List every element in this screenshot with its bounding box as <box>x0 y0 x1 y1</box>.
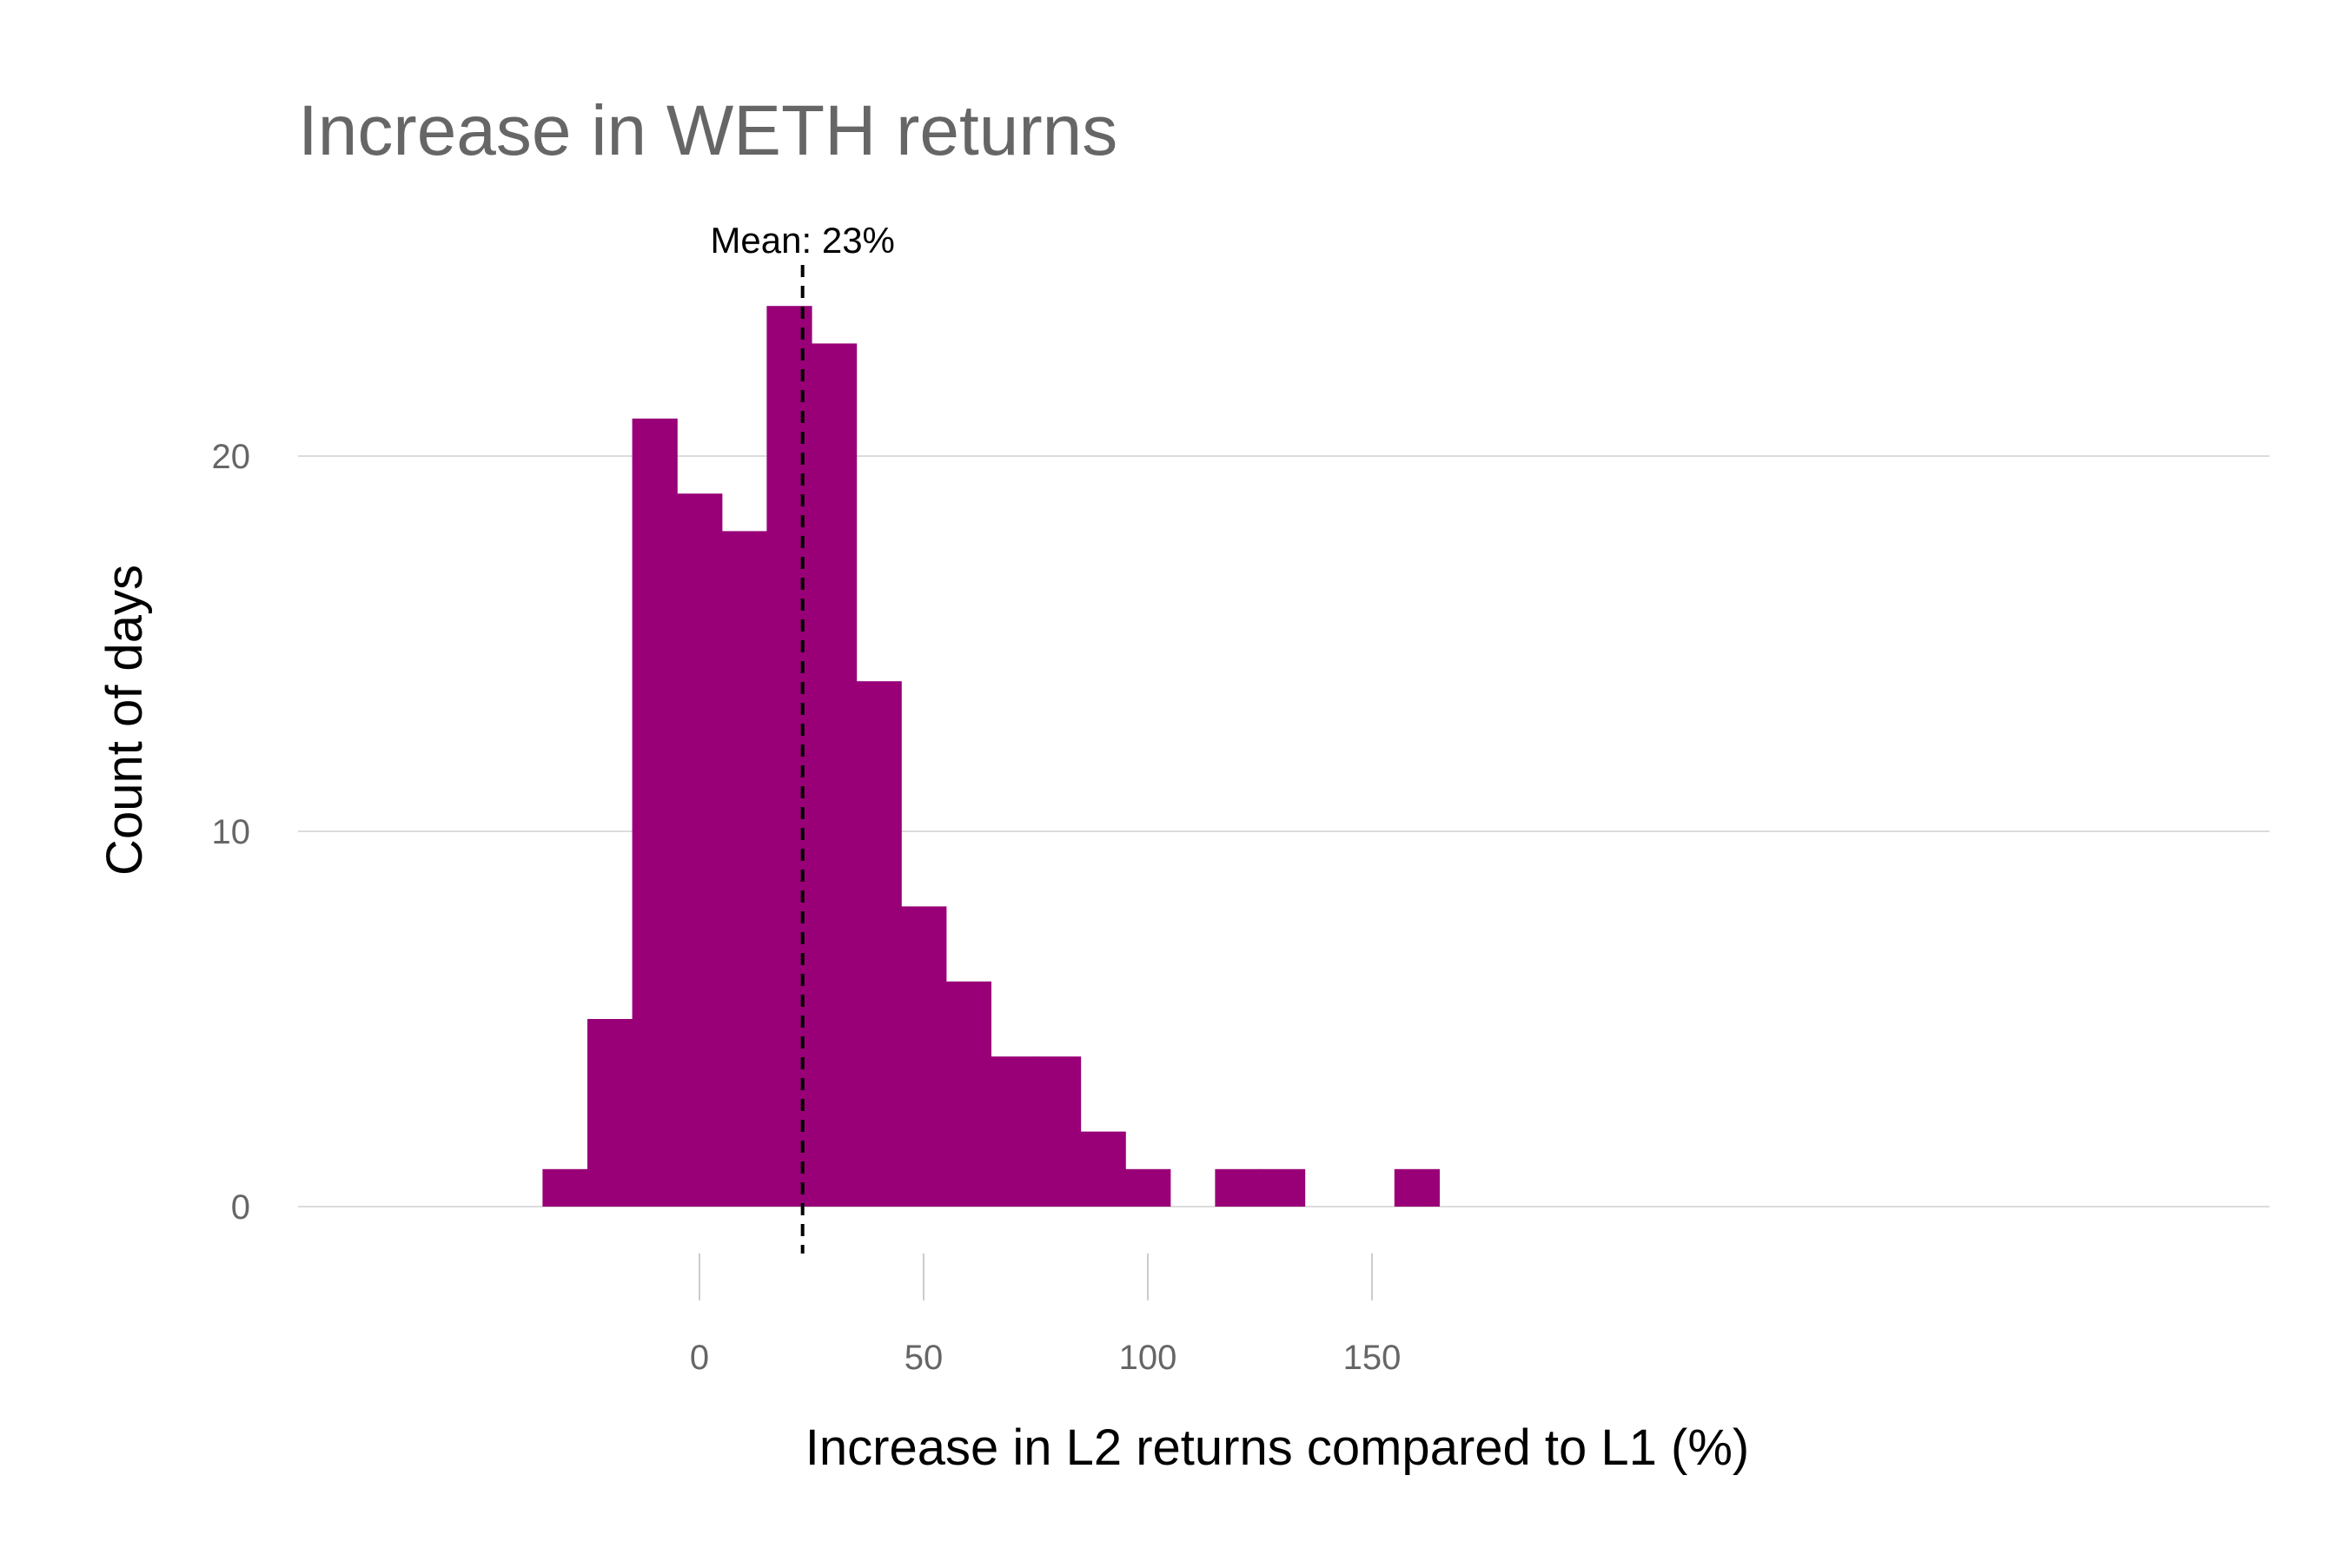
histogram-bar <box>856 681 902 1207</box>
histogram-bar <box>632 418 678 1207</box>
x-tick-label: 50 <box>905 1339 944 1377</box>
y-tick-label: 20 <box>212 438 251 476</box>
histogram-bar <box>945 981 991 1207</box>
x-axis-label: Increase in L2 returns compared to L1 (%… <box>805 1419 1749 1476</box>
bars-layer <box>542 306 1440 1207</box>
y-tick-label: 10 <box>212 813 251 851</box>
histogram-bar <box>1394 1168 1440 1207</box>
x-tick-label: 100 <box>1119 1339 1177 1377</box>
histogram-bar <box>1215 1168 1261 1207</box>
histogram-bar <box>766 306 812 1207</box>
y-axis-label: Count of days <box>96 565 153 876</box>
x-tick-label: 0 <box>690 1339 709 1377</box>
histogram-bar <box>991 1056 1037 1207</box>
histogram-bar <box>721 531 767 1207</box>
histogram-bar <box>812 343 858 1207</box>
histogram-bar <box>1036 1056 1082 1207</box>
histogram-bar <box>1260 1168 1306 1207</box>
histogram-bar <box>1080 1131 1126 1207</box>
annotation-layer: Mean: 23% <box>710 220 895 1254</box>
x-tick-label: 150 <box>1343 1339 1402 1377</box>
chart-title: Increase in WETH returns <box>298 91 1117 170</box>
mean-label: Mean: 23% <box>710 220 894 261</box>
y-tick-label: 0 <box>231 1188 250 1227</box>
histogram-bar <box>677 493 723 1207</box>
histogram-bar <box>542 1168 588 1207</box>
histogram-bar <box>1125 1168 1171 1207</box>
histogram-bar <box>901 906 947 1207</box>
histogram-bar <box>587 1019 633 1207</box>
ticks-layer: 0 10 20 0 50 100 150 <box>212 438 1402 1377</box>
